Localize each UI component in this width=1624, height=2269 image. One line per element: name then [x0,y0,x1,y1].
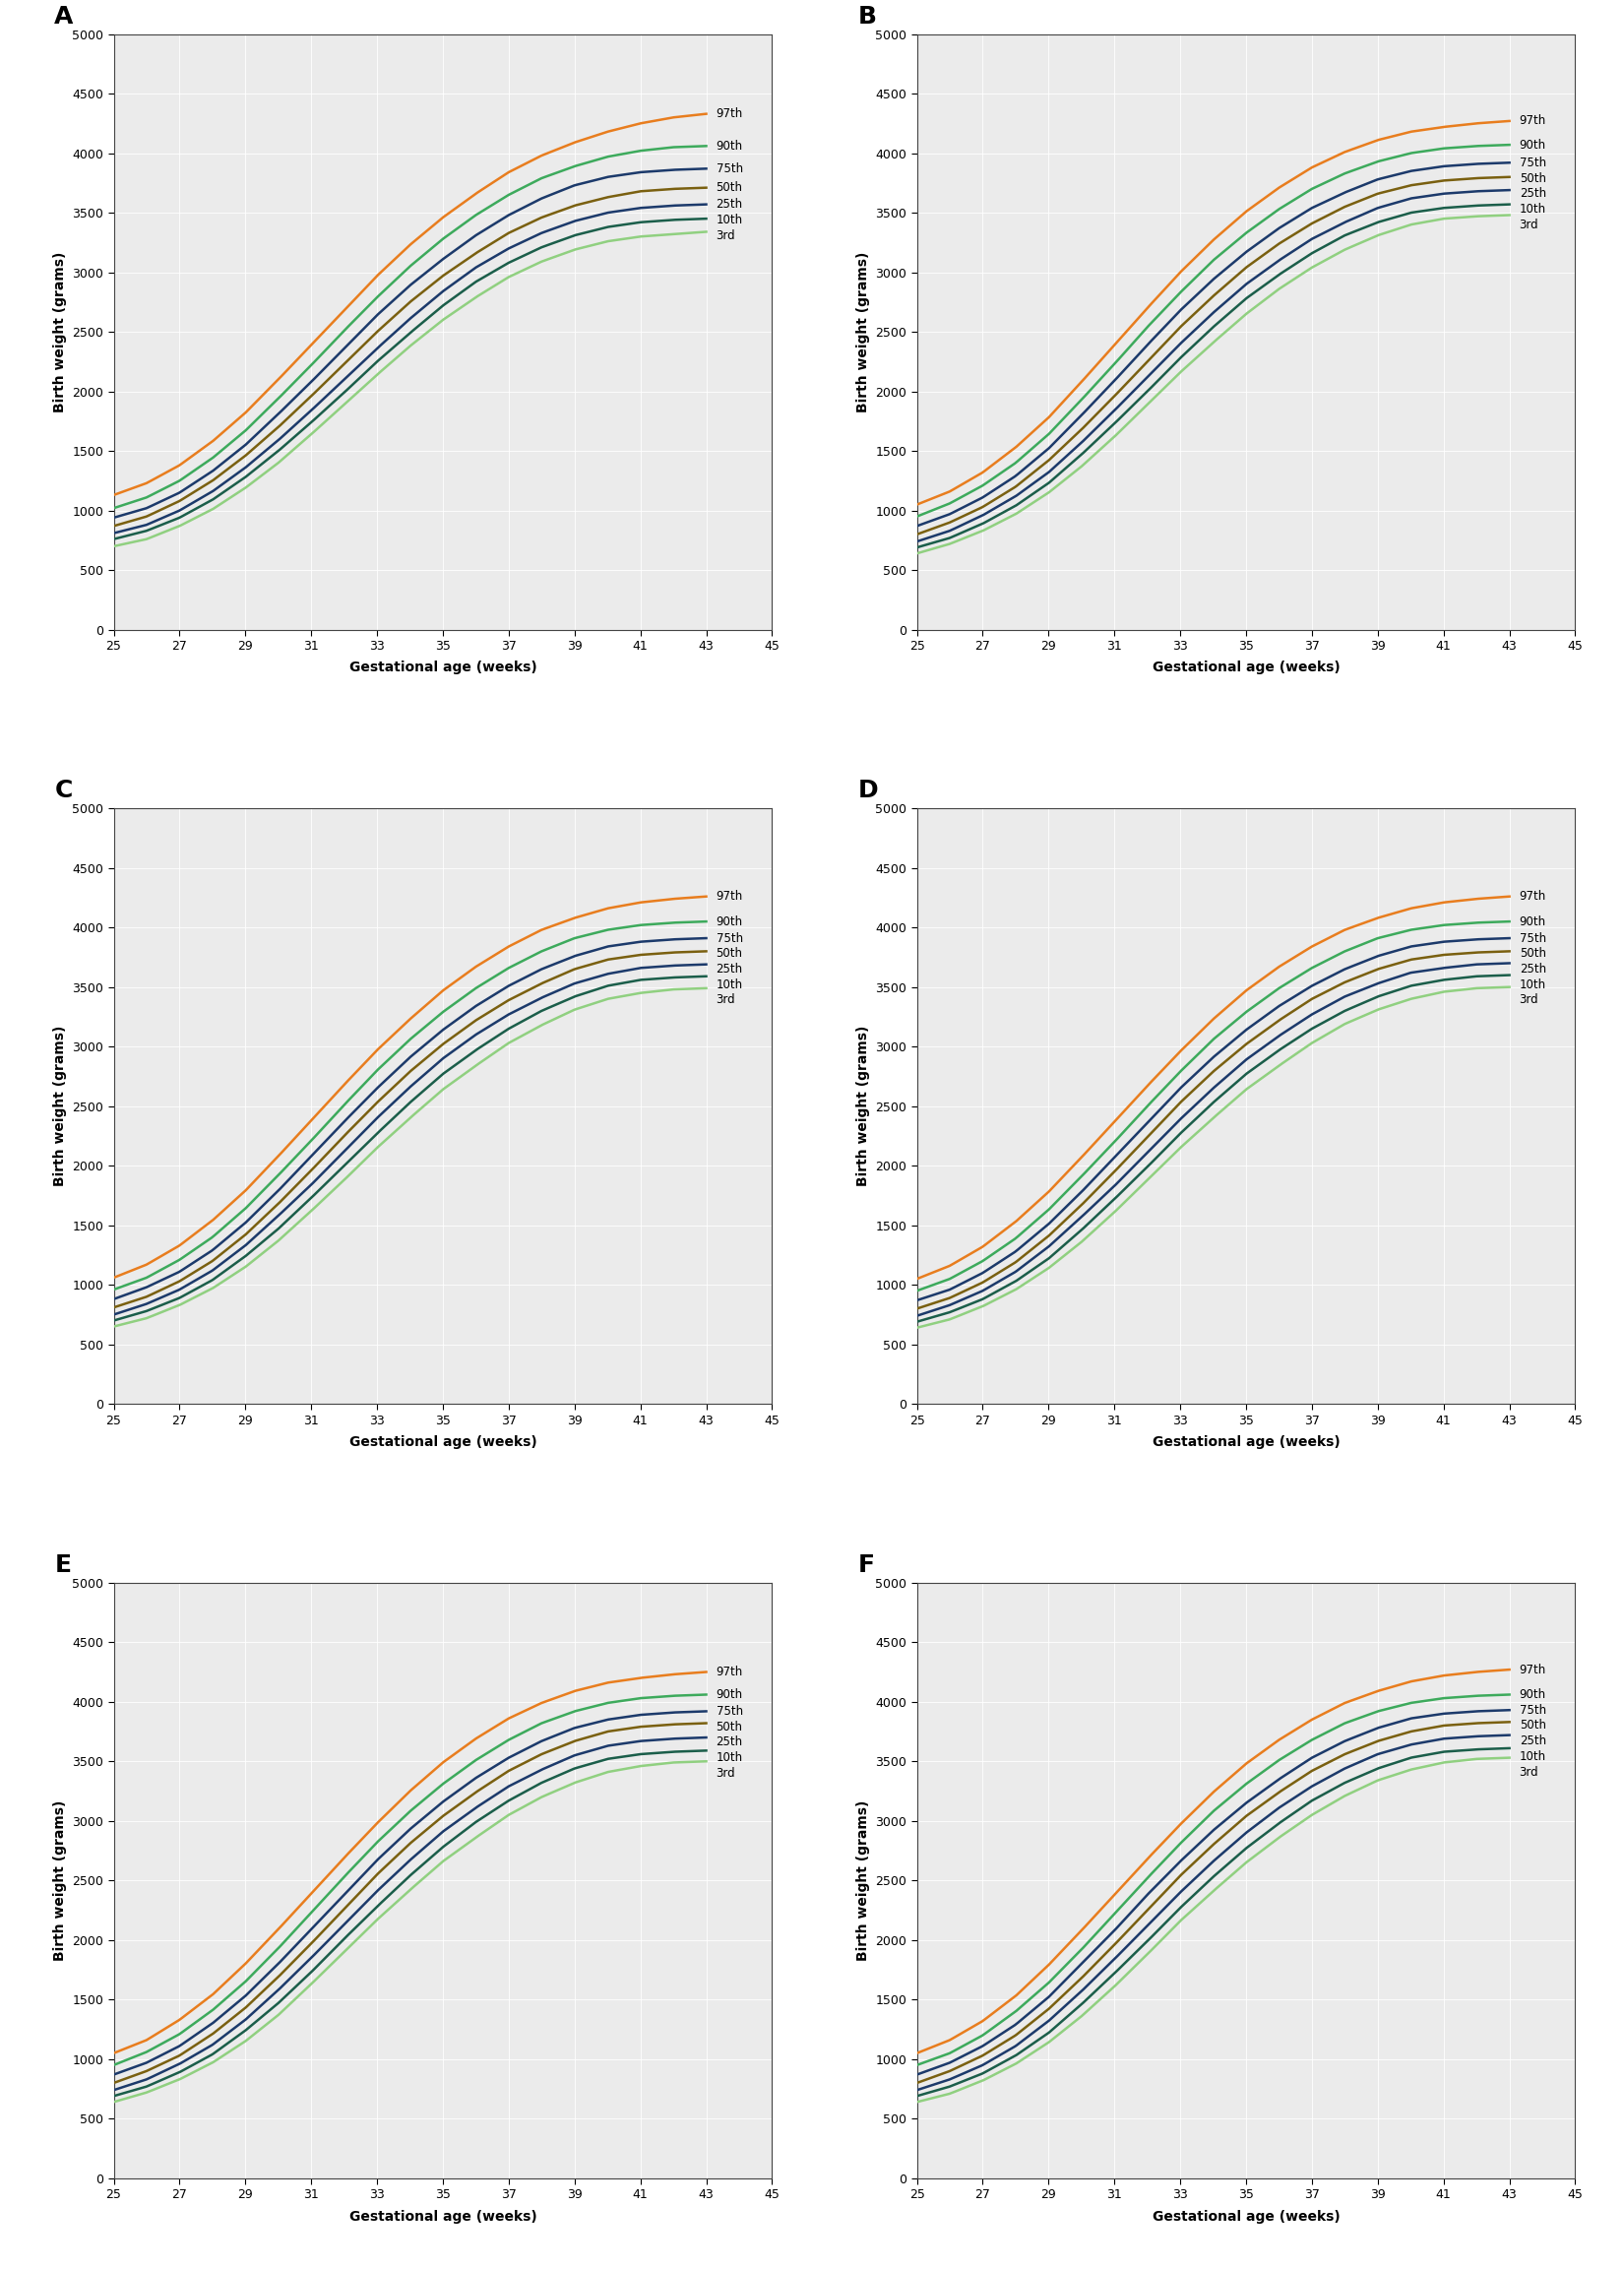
X-axis label: Gestational age (weeks): Gestational age (weeks) [349,2210,538,2224]
Text: 10th: 10th [1520,202,1546,216]
Text: 75th: 75th [716,933,742,944]
Text: 10th: 10th [716,213,742,227]
Text: 50th: 50th [716,946,742,960]
Text: 97th: 97th [716,889,742,903]
Text: A: A [55,5,73,27]
Text: 50th: 50th [1520,1720,1546,1731]
Text: 97th: 97th [716,1665,742,1679]
Text: 3rd: 3rd [1520,218,1538,231]
Y-axis label: Birth weight (grams): Birth weight (grams) [52,1799,67,1960]
Text: B: B [857,5,877,27]
Text: 90th: 90th [1520,1688,1546,1702]
Text: 25th: 25th [716,1736,742,1749]
Y-axis label: Birth weight (grams): Birth weight (grams) [52,1026,67,1187]
Text: 97th: 97th [1520,116,1546,127]
Text: 90th: 90th [1520,914,1546,928]
Y-axis label: Birth weight (grams): Birth weight (grams) [856,1026,870,1187]
X-axis label: Gestational age (weeks): Gestational age (weeks) [349,1436,538,1450]
Text: 90th: 90th [1520,138,1546,152]
Text: 90th: 90th [716,914,742,928]
Text: 97th: 97th [1520,1663,1546,1677]
Text: 97th: 97th [1520,889,1546,903]
Text: 3rd: 3rd [716,994,736,1007]
Text: 25th: 25th [1520,962,1546,976]
Text: 50th: 50th [716,182,742,195]
Text: F: F [857,1552,874,1577]
Text: 75th: 75th [716,1704,742,1718]
Text: 10th: 10th [716,978,742,992]
Y-axis label: Birth weight (grams): Birth weight (grams) [856,252,870,413]
Text: 10th: 10th [1520,978,1546,992]
X-axis label: Gestational age (weeks): Gestational age (weeks) [349,660,538,674]
Text: E: E [55,1552,71,1577]
Text: 10th: 10th [716,1752,742,1763]
Text: 3rd: 3rd [716,1768,736,1779]
Y-axis label: Birth weight (grams): Birth weight (grams) [52,252,67,413]
Text: 75th: 75th [1520,933,1546,944]
Text: 75th: 75th [1520,157,1546,170]
Text: 50th: 50th [1520,172,1546,184]
Text: 25th: 25th [716,197,742,211]
Text: 25th: 25th [1520,1736,1546,1747]
Text: 3rd: 3rd [716,229,736,243]
Text: 3rd: 3rd [1520,994,1538,1007]
Text: 50th: 50th [1520,946,1546,960]
X-axis label: Gestational age (weeks): Gestational age (weeks) [1151,2210,1340,2224]
Text: 90th: 90th [716,141,742,152]
Text: 3rd: 3rd [1520,1765,1538,1779]
Text: 75th: 75th [1520,1704,1546,1715]
Text: 50th: 50th [716,1720,742,1734]
Text: 90th: 90th [716,1688,742,1702]
Y-axis label: Birth weight (grams): Birth weight (grams) [856,1799,870,1960]
Text: C: C [55,778,73,803]
X-axis label: Gestational age (weeks): Gestational age (weeks) [1151,660,1340,674]
Text: 97th: 97th [716,107,742,120]
Text: 10th: 10th [1520,1749,1546,1763]
X-axis label: Gestational age (weeks): Gestational age (weeks) [1151,1436,1340,1450]
Text: 25th: 25th [1520,188,1546,200]
Text: 25th: 25th [716,962,742,976]
Text: D: D [857,778,879,803]
Text: 75th: 75th [716,163,742,175]
